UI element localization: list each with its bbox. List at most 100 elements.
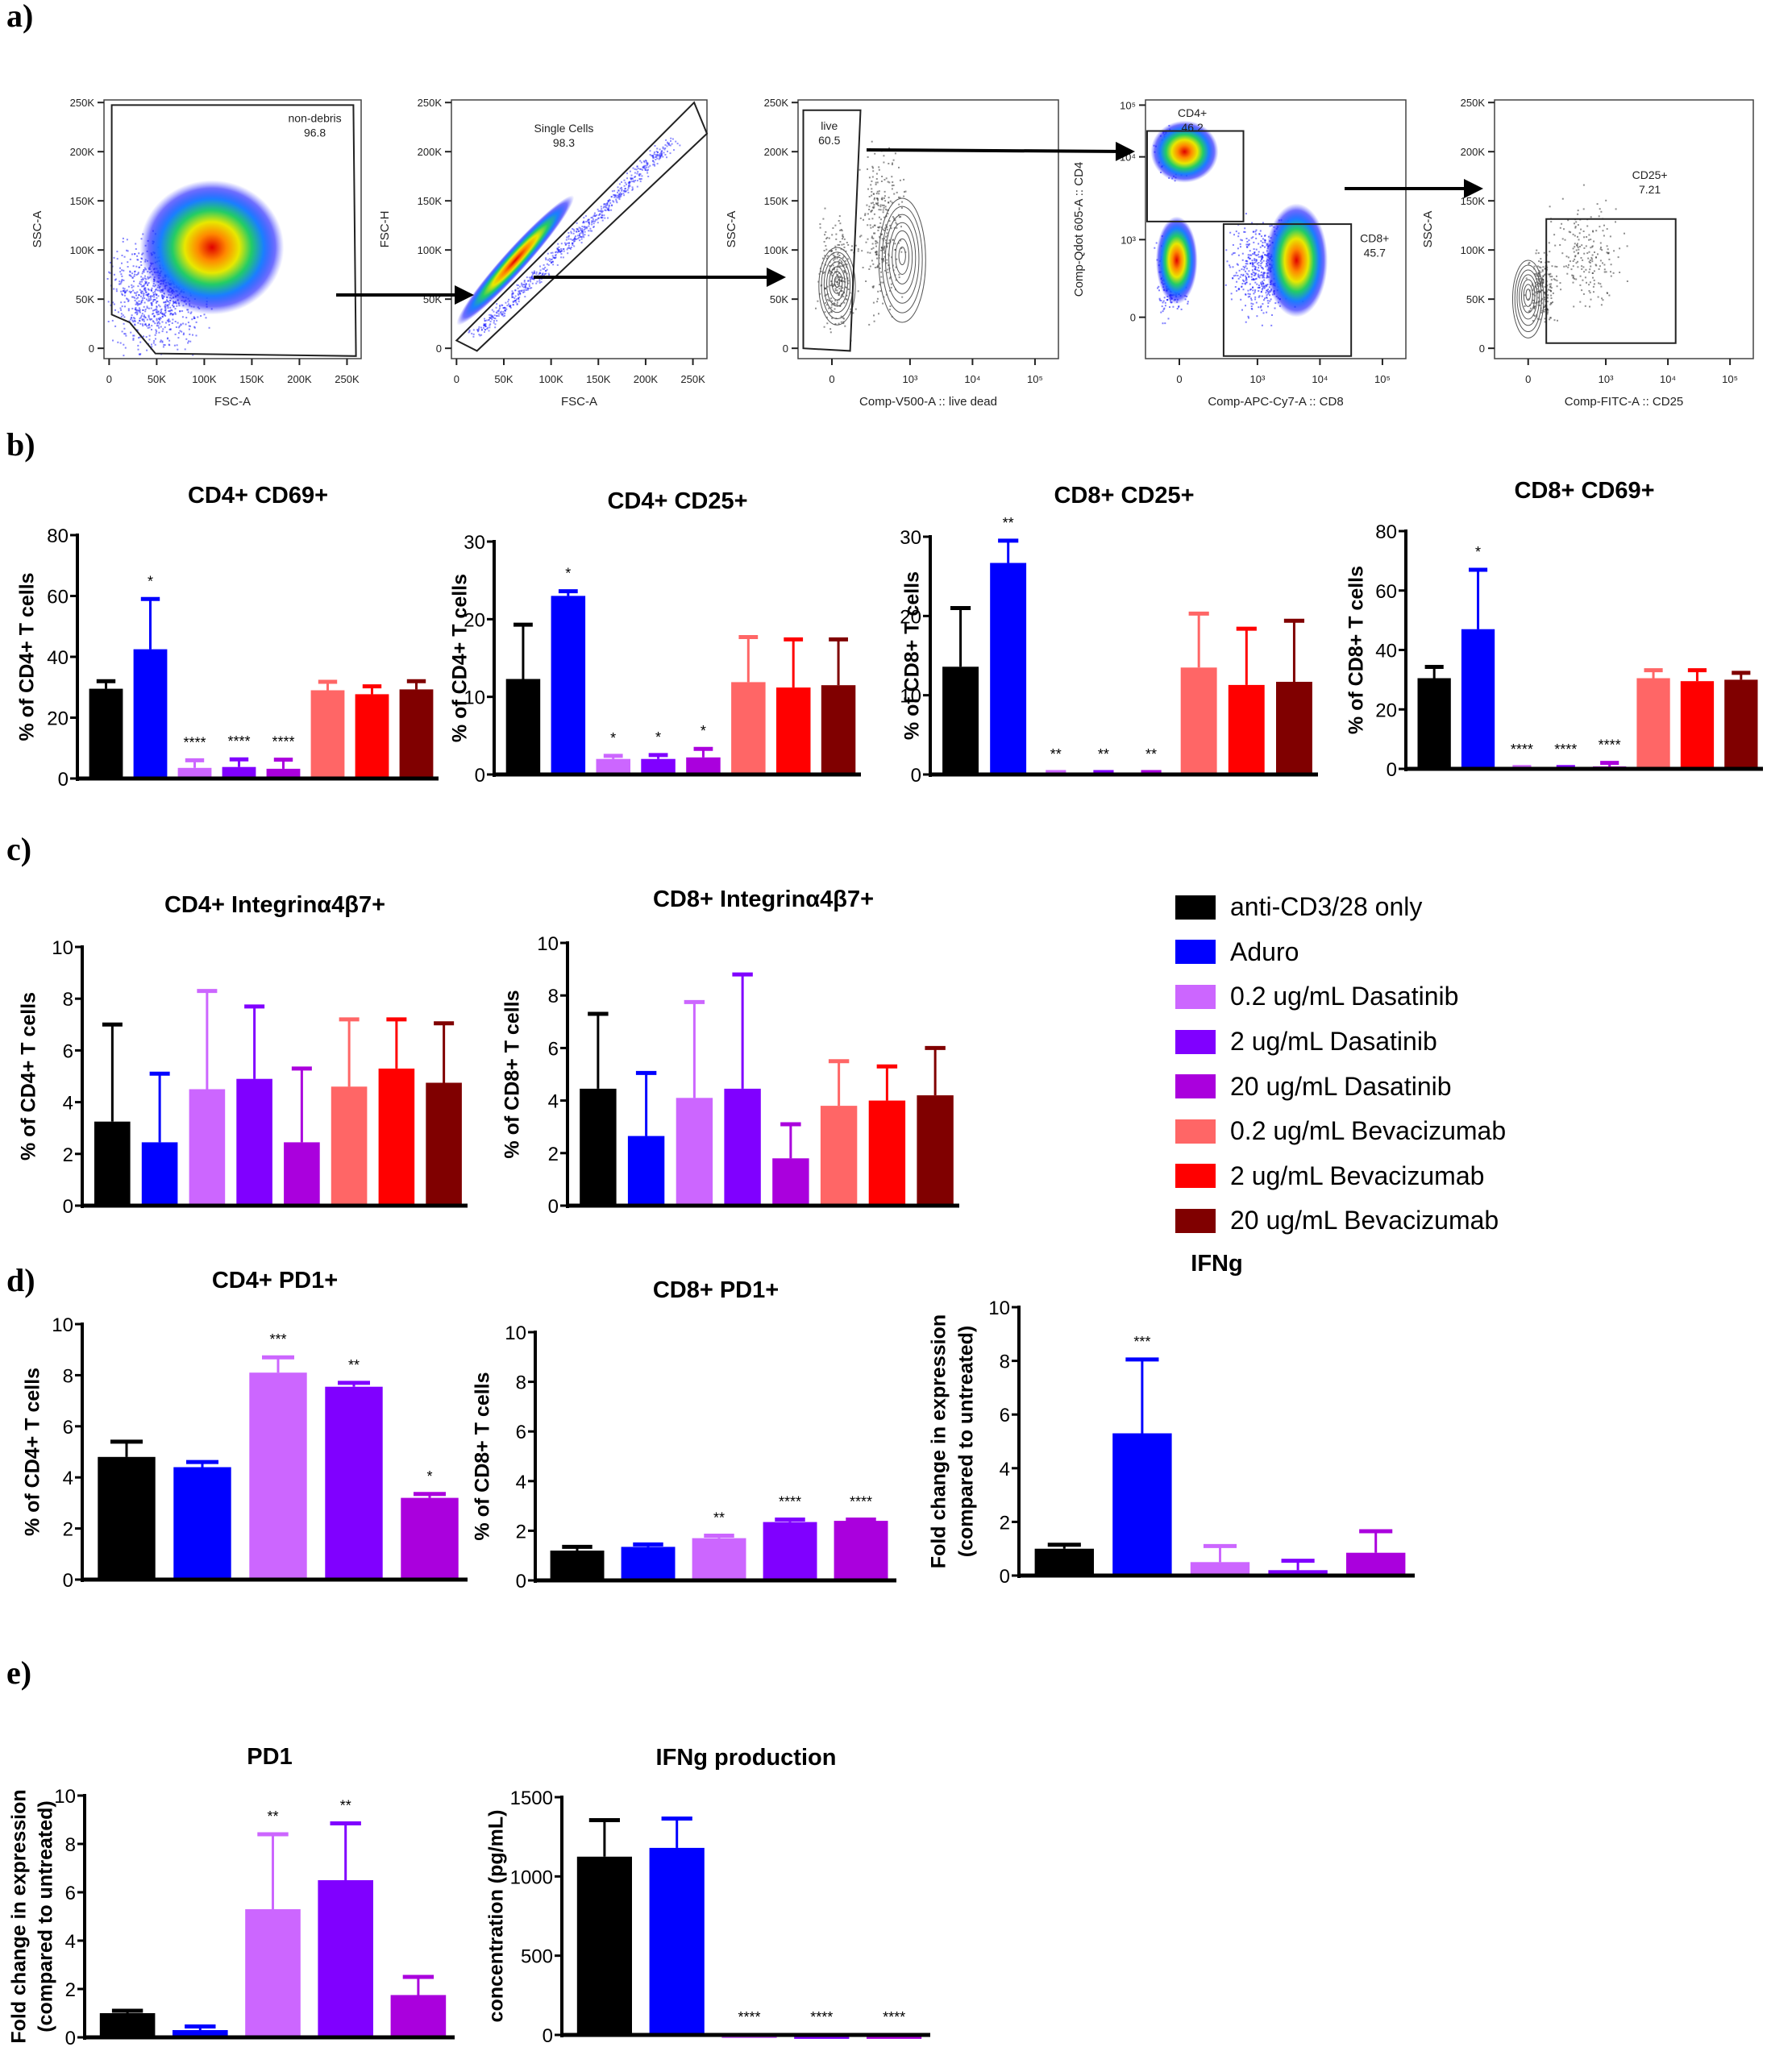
event-dot bbox=[1258, 267, 1260, 269]
event-dot bbox=[177, 348, 179, 351]
event-dot bbox=[1236, 263, 1238, 265]
event-dot bbox=[1262, 288, 1264, 289]
event-dot bbox=[834, 258, 836, 260]
legend-label: 2 ug/mL Dasatinib bbox=[1230, 1027, 1437, 1057]
gate[interactable] bbox=[802, 109, 862, 352]
event-dot bbox=[603, 214, 605, 217]
event-dot bbox=[900, 239, 902, 242]
event-dot bbox=[1269, 294, 1270, 297]
event-dot bbox=[135, 307, 137, 309]
event-dot bbox=[1160, 311, 1162, 313]
event-dot bbox=[829, 273, 832, 276]
event-dot bbox=[147, 326, 149, 329]
event-dot bbox=[1260, 263, 1262, 264]
event-dot bbox=[1565, 255, 1568, 258]
event-dot bbox=[1592, 230, 1594, 233]
event-dot bbox=[842, 234, 844, 236]
bar bbox=[1190, 1562, 1250, 1576]
event-dot bbox=[525, 283, 527, 285]
event-dot bbox=[824, 234, 826, 236]
event-dot bbox=[489, 320, 492, 322]
event-dot bbox=[132, 265, 135, 268]
bar-charts: CD4+ CD69+% of CD4+ T cells ***** **** ****… bbox=[8, 478, 1763, 2049]
event-dot bbox=[627, 182, 630, 185]
event-dot bbox=[610, 196, 613, 198]
event-dot bbox=[568, 238, 570, 240]
event-dot bbox=[1262, 283, 1264, 285]
gate-cd8[interactable] bbox=[1222, 223, 1353, 357]
event-dot bbox=[1606, 228, 1608, 230]
event-dot bbox=[1263, 279, 1266, 281]
gate[interactable] bbox=[455, 101, 709, 352]
event-dot bbox=[609, 201, 612, 204]
event-dot bbox=[850, 249, 852, 251]
event-dot bbox=[1246, 247, 1249, 248]
gate[interactable] bbox=[110, 104, 357, 357]
event-dot bbox=[1565, 265, 1567, 268]
event-dot bbox=[120, 290, 123, 293]
event-dot bbox=[130, 331, 132, 334]
y-tick-label: 50K bbox=[1466, 293, 1485, 305]
event-dot bbox=[140, 300, 143, 302]
event-dot bbox=[150, 295, 152, 297]
event-dot bbox=[183, 332, 185, 334]
event-dot bbox=[1534, 273, 1536, 275]
event-dot bbox=[1575, 262, 1578, 264]
event-dot bbox=[156, 297, 158, 299]
event-dot bbox=[627, 191, 630, 193]
event-dot bbox=[872, 263, 875, 265]
event-dot bbox=[164, 305, 167, 308]
event-dot bbox=[614, 196, 617, 198]
event-dot bbox=[1241, 309, 1243, 311]
event-dot bbox=[838, 259, 841, 261]
gate-cd4[interactable] bbox=[1146, 130, 1245, 222]
event-dot bbox=[1264, 246, 1266, 248]
event-dot bbox=[658, 155, 660, 157]
event-dot bbox=[851, 249, 853, 251]
event-dot bbox=[1258, 295, 1261, 297]
event-dot bbox=[815, 307, 817, 309]
event-dot bbox=[1245, 276, 1248, 279]
event-dot bbox=[1615, 208, 1617, 210]
event-dot bbox=[1544, 309, 1546, 311]
event-dot bbox=[109, 272, 111, 274]
event-dot bbox=[141, 299, 143, 301]
event-dot bbox=[1549, 303, 1552, 305]
event-dot bbox=[162, 328, 164, 330]
event-dot bbox=[842, 235, 844, 237]
event-dot bbox=[630, 177, 632, 180]
event-dot bbox=[819, 293, 821, 295]
event-dot bbox=[842, 280, 845, 283]
event-dot bbox=[505, 308, 508, 310]
event-dot bbox=[1539, 285, 1541, 288]
event-dot bbox=[1259, 246, 1262, 248]
event-dot bbox=[600, 206, 602, 208]
event-dot bbox=[626, 183, 627, 185]
event-dot bbox=[834, 224, 837, 226]
y-tick-label: 2 bbox=[65, 1979, 76, 2001]
event-dot bbox=[841, 265, 843, 268]
event-dot bbox=[664, 147, 667, 149]
event-dot bbox=[578, 234, 580, 236]
gate[interactable] bbox=[1545, 218, 1677, 344]
significance-marker: ** bbox=[1003, 515, 1014, 531]
event-dot bbox=[142, 277, 144, 280]
event-dot bbox=[529, 279, 531, 281]
event-dot bbox=[898, 166, 900, 168]
event-dot bbox=[1242, 273, 1245, 276]
event-dot bbox=[161, 296, 164, 298]
event-dot bbox=[1267, 293, 1270, 295]
event-dot bbox=[846, 264, 848, 266]
event-dot bbox=[831, 317, 834, 319]
event-dot bbox=[880, 218, 882, 221]
event-dot bbox=[1247, 315, 1249, 318]
event-dot bbox=[136, 329, 139, 331]
event-dot bbox=[844, 325, 846, 327]
event-dot bbox=[838, 260, 840, 263]
event-dot bbox=[1610, 271, 1611, 273]
event-dot bbox=[489, 323, 492, 326]
event-dot bbox=[842, 322, 845, 325]
event-dot bbox=[511, 296, 513, 298]
event-dot bbox=[132, 334, 135, 337]
event-dot bbox=[645, 164, 647, 167]
